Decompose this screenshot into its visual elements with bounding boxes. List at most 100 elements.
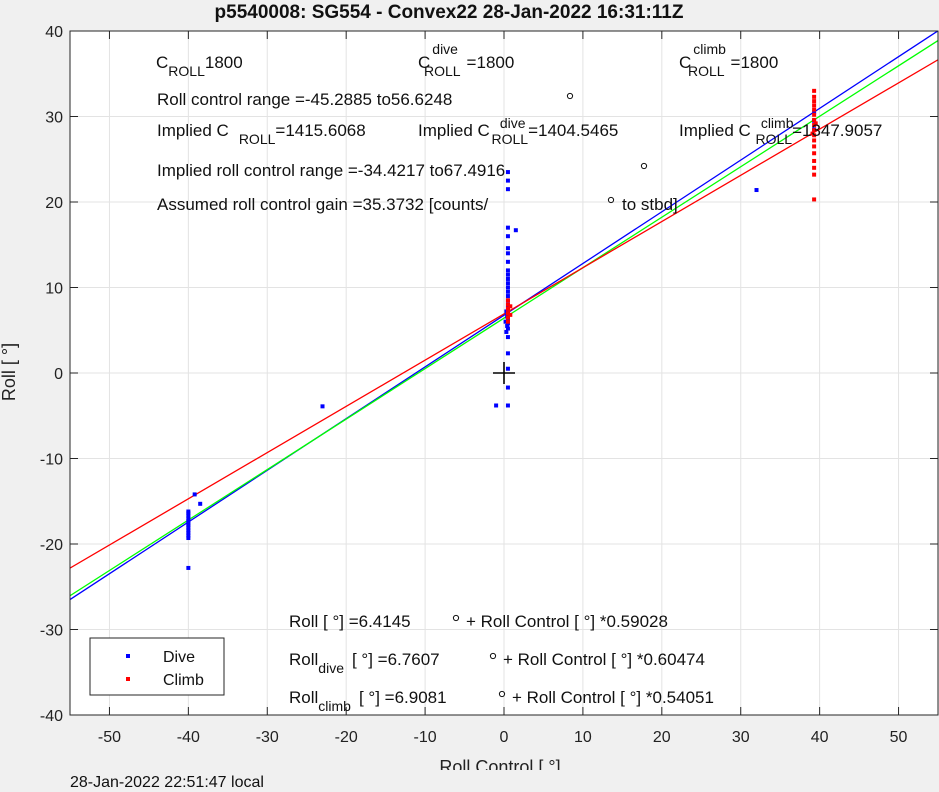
climb-point (812, 112, 817, 117)
legend-dive-marker (126, 654, 130, 658)
y-tick-label: 40 (45, 24, 63, 41)
x-tick-label: 10 (574, 729, 592, 746)
dive-point (186, 565, 191, 570)
annot-roll-control-range: Roll control range =-45.2885 to56.6248 (157, 90, 452, 109)
climb-point (810, 131, 815, 136)
dive-point (505, 385, 510, 390)
climb-point (812, 144, 817, 149)
dive-point (505, 268, 510, 273)
climb-point (505, 315, 510, 320)
dive-point (186, 530, 191, 535)
climb-point (505, 306, 510, 311)
dive-point (505, 403, 510, 408)
annot-eq-dive-right: + Roll Control [ °] *0.60474 (503, 650, 705, 669)
local-timestamp: 28-Jan-2022 22:51:47 local (70, 774, 264, 791)
dive-point (505, 323, 510, 328)
climb-point (812, 158, 817, 163)
dive-point (754, 188, 759, 193)
dive-point (505, 326, 510, 331)
dive-point (505, 272, 510, 277)
annot-gain: Assumed roll control gain =35.3732 [coun… (157, 195, 489, 214)
annot-gain-suffix: to stbd] (622, 195, 678, 214)
fit-line-fit_all (70, 40, 938, 597)
dive-point (198, 501, 203, 506)
degree-symbol (452, 614, 460, 622)
climb-point (812, 99, 817, 104)
x-tick-label: -40 (177, 729, 200, 746)
dive-point (505, 187, 510, 192)
dive-point (186, 536, 191, 541)
dive-point (186, 516, 191, 521)
x-tick-label: -20 (335, 729, 358, 746)
origin-marker (493, 362, 515, 384)
climb-point (505, 298, 510, 303)
climb-point (812, 94, 817, 99)
y-tick-label: 30 (45, 110, 63, 127)
y-tick-label: 10 (45, 281, 63, 298)
dive-point (186, 518, 191, 523)
dive-point (504, 329, 509, 334)
annot-eq-all-left: Roll [ °] =6.4145 (289, 612, 411, 631)
y-tick-label: 20 (45, 195, 63, 212)
x-tick-label: 40 (811, 729, 829, 746)
climb-point (812, 172, 817, 177)
y-tick-label: -10 (40, 452, 63, 469)
dive-point (186, 513, 191, 518)
x-tick-label: 20 (653, 729, 671, 746)
dive-point (505, 259, 510, 264)
dive-point (505, 335, 510, 340)
dive-point (503, 319, 508, 324)
x-tick-label: -10 (414, 729, 437, 746)
climb-point (812, 151, 817, 156)
dive-point (505, 289, 510, 294)
axis-ticks: -50 -40 -30 -20 -10 0 10 20 30 40 50 -40 -30 -20 -10 0 1… (40, 24, 938, 746)
climb-point (505, 302, 510, 307)
fit-line-fit_dive (70, 31, 938, 601)
data-points (186, 88, 818, 570)
y-tick-label: -20 (40, 537, 63, 554)
climb-point (812, 128, 817, 133)
x-tick-label: -30 (256, 729, 279, 746)
dive-point (186, 525, 191, 530)
dive-point (505, 251, 510, 256)
legend: Dive Climb (89, 637, 225, 696)
climb-point (812, 138, 817, 143)
chart-title: p5540008: SG554 - Convex22 28-Jan-2022 1… (215, 2, 684, 23)
climb-point (812, 103, 817, 108)
dive-point (505, 285, 510, 290)
legend-climb-label: Climb (163, 672, 204, 689)
dive-point (812, 110, 817, 115)
dive-point (186, 521, 191, 526)
legend-climb-marker (126, 677, 130, 681)
fit-lines (70, 31, 938, 601)
degree-symbol (640, 162, 648, 170)
dive-point (192, 492, 197, 497)
dive-point (505, 225, 510, 230)
dive-point (505, 178, 510, 183)
climb-point (508, 304, 513, 309)
dive-point (505, 276, 510, 281)
annot-eq-all-right: + Roll Control [ °] *0.59028 (466, 612, 668, 631)
annot-implied-range: Implied roll control range =-34.4217 to6… (157, 161, 505, 180)
climb-point (812, 88, 817, 93)
dive-point (186, 533, 191, 538)
climb-point (812, 107, 817, 112)
legend-box (89, 637, 225, 696)
dive-point (186, 509, 191, 514)
climb-point (812, 165, 817, 170)
y-tick-label: -40 (40, 708, 63, 725)
dive-point (513, 228, 518, 233)
plot-canvas: p5540008: SG554 - Convex22 28-Jan-2022 1… (0, 2, 939, 770)
dive-point (505, 170, 510, 175)
legend-dive-label: Dive (163, 649, 195, 666)
degree-symbol (566, 92, 574, 100)
y-axis-label: Roll [ °] (0, 343, 19, 401)
climb-point (812, 197, 817, 202)
climb-point (505, 319, 510, 324)
degree-symbol (607, 196, 615, 204)
climb-point (508, 312, 513, 317)
climb-point (505, 311, 510, 316)
dive-point (320, 404, 325, 409)
dive-point (494, 403, 499, 408)
dive-point (505, 351, 510, 356)
